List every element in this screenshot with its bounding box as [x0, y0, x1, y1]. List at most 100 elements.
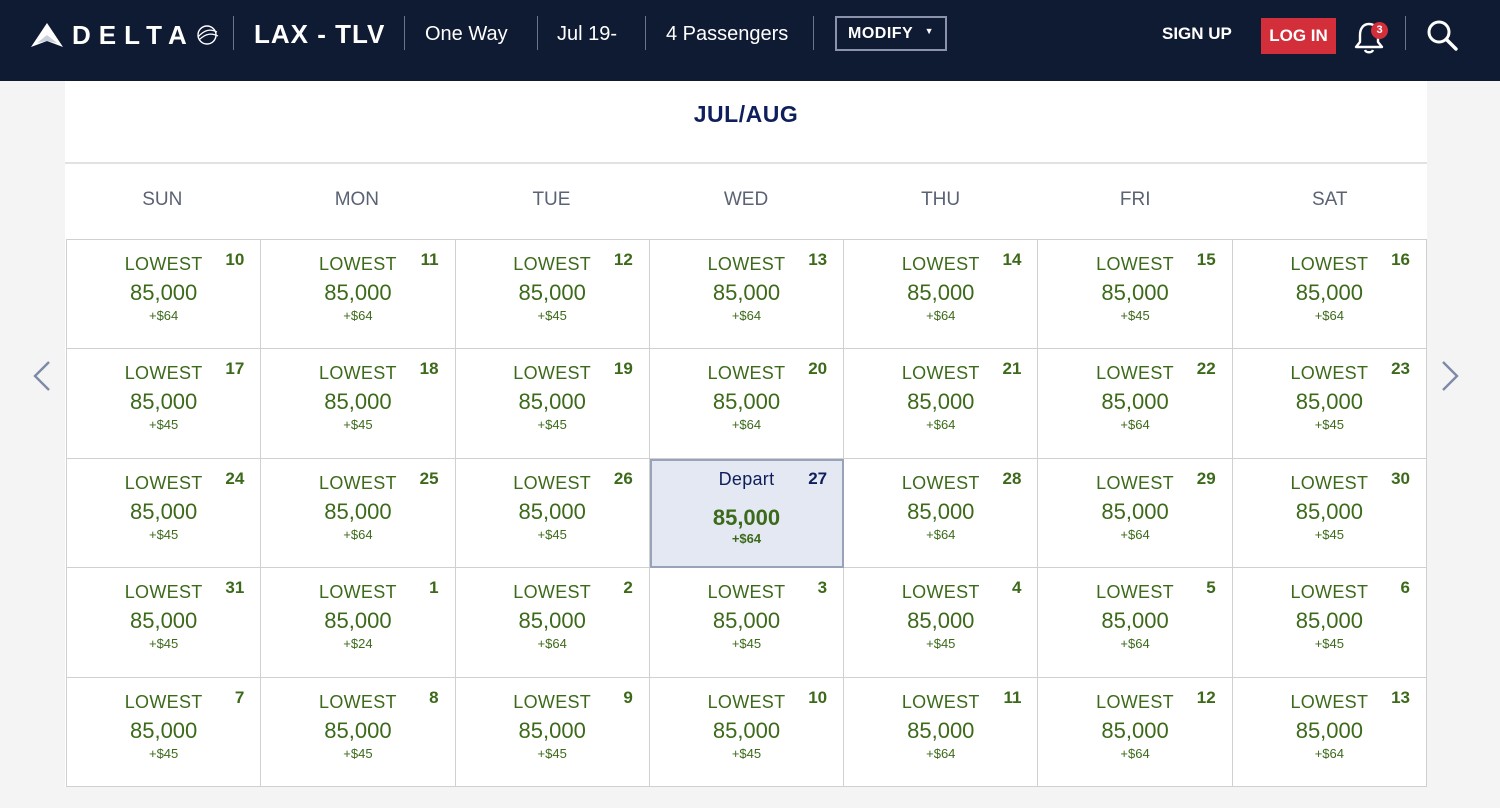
calendar-day-cell[interactable]: LOWEST 25 85,000 +$64 [261, 458, 456, 569]
calendar-day-cell[interactable]: LOWEST 22 85,000 +$64 [1038, 349, 1233, 459]
miles-price: 85,000 [907, 498, 975, 524]
calendar-day-cell[interactable]: LOWEST 13 85,000 +$64 [649, 240, 845, 350]
miles-price: 85,000 [324, 280, 392, 305]
skyteam-globe-icon [197, 25, 219, 45]
calendar-day-cell[interactable]: LOWEST 26 85,000 +$45 [455, 458, 650, 569]
taxes-fee: +$64 [1120, 636, 1150, 652]
day-number: 26 [613, 468, 633, 488]
day-number: 9 [623, 687, 633, 707]
log-in-button[interactable]: LOG IN [1261, 18, 1336, 54]
taxes-fee: +$64 [926, 745, 956, 761]
weekday-label: TUE [532, 189, 571, 210]
day-number: 2 [623, 578, 633, 598]
modify-button-label: MODIFY [848, 25, 914, 42]
calendar-day-cell[interactable]: LOWEST 28 85,000 +$64 [844, 458, 1039, 569]
calendar-day-cell[interactable]: LOWEST 14 85,000 +$64 [844, 240, 1039, 350]
day-number: 4 [1011, 578, 1022, 598]
calendar-day-cell[interactable]: LOWEST 16 85,000 +$64 [1232, 240, 1427, 350]
taxes-fee: +$64 [1314, 745, 1344, 761]
weekday-label: THU [921, 189, 961, 210]
calendar-day-cell[interactable]: LOWEST 11 85,000 +$64 [261, 240, 456, 350]
fare-label: LOWEST [1290, 582, 1369, 603]
weekday-header: SUN MON TUE WED THU FRI SAT [65, 189, 1427, 213]
miles-price: 85,000 [712, 280, 781, 305]
day-number: 14 [1002, 250, 1022, 269]
calendar-day-cell[interactable]: LOWEST 18 85,000 +$45 [261, 349, 456, 459]
search-icon[interactable] [1425, 18, 1459, 52]
calendar-day-cell[interactable]: LOWEST 31 85,000 +$45 [67, 568, 262, 678]
calendar-day-cell[interactable]: LOWEST 4 85,000 +$45 [844, 568, 1039, 678]
miles-price: 85,000 [907, 608, 975, 634]
calendar-day-cell[interactable]: LOWEST 10 85,000 +$64 [67, 240, 262, 350]
miles-price: 85,000 [1295, 717, 1363, 743]
calendar-day-cell[interactable]: LOWEST 29 85,000 +$64 [1038, 458, 1233, 569]
miles-price: 85,000 [518, 280, 586, 305]
miles-price: 85,000 [1295, 389, 1363, 415]
miles-price: 85,000 [324, 498, 392, 524]
next-month-arrow-icon[interactable] [1441, 360, 1459, 392]
calendar-day-cell[interactable]: LOWEST 6 85,000 +$45 [1232, 568, 1427, 678]
miles-price: 85,000 [907, 389, 975, 415]
day-number: 6 [1400, 578, 1410, 598]
fare-label: LOWEST [707, 254, 786, 274]
miles-price: 85,000 [1101, 389, 1169, 415]
taxes-fee: +$45 [1314, 636, 1344, 652]
weekday-label: SUN [142, 189, 183, 210]
divider [65, 162, 1427, 164]
notification-badge: 3 [1371, 22, 1388, 39]
day-number: 20 [808, 359, 828, 379]
calendar-day-cell[interactable]: LOWEST 12 85,000 +$45 [455, 240, 650, 350]
calendar-day-cell[interactable]: LOWEST 9 85,000 +$45 [455, 677, 650, 787]
fare-label: LOWEST [319, 582, 397, 603]
calendar-day-cell[interactable]: LOWEST 19 85,000 +$45 [455, 349, 650, 459]
sign-up-link[interactable]: SIGN UP [1162, 24, 1232, 43]
taxes-fee: +$45 [148, 745, 179, 761]
modify-button[interactable]: MODIFY ▼ [835, 16, 947, 51]
fare-label: LOWEST [319, 472, 397, 493]
fare-label: LOWEST [901, 582, 980, 603]
day-number: 12 [1196, 687, 1216, 707]
fare-label: LOWEST [901, 363, 980, 384]
calendar-day-cell[interactable]: LOWEST 24 85,000 +$45 [67, 458, 262, 569]
day-number: 10 [225, 250, 245, 269]
day-number: 19 [613, 359, 633, 379]
calendar-day-cell[interactable]: LOWEST 1 85,000 +$24 [261, 568, 456, 678]
calendar-day-cell[interactable]: LOWEST 5 85,000 +$64 [1038, 568, 1233, 678]
day-number: 28 [1002, 468, 1022, 488]
calendar-day-cell[interactable]: LOWEST 7 85,000 +$45 [67, 677, 262, 787]
calendar-day-cell[interactable]: LOWEST 12 85,000 +$64 [1038, 677, 1233, 787]
calendar-day-cell[interactable]: LOWEST 23 85,000 +$45 [1232, 349, 1427, 459]
previous-month-arrow-icon[interactable] [33, 360, 51, 392]
taxes-fee: +$64 [1120, 526, 1150, 542]
taxes-fee: +$64 [537, 636, 567, 652]
taxes-fee: +$45 [148, 417, 179, 433]
calendar-day-cell[interactable]: LOWEST 17 85,000 +$45 [67, 349, 262, 459]
trip-type-label: One Way [425, 23, 508, 45]
miles-price: 85,000 [129, 608, 198, 634]
calendar-day-cell[interactable]: LOWEST 30 85,000 +$45 [1232, 458, 1427, 569]
calendar-day-cell[interactable]: LOWEST 13 85,000 +$64 [1232, 677, 1427, 787]
fare-label: LOWEST [513, 582, 592, 603]
fare-label: LOWEST [1096, 254, 1174, 274]
calendar-day-cell[interactable]: LOWEST 2 85,000 +$64 [455, 568, 650, 678]
weekday-label: SAT [1311, 189, 1348, 210]
calendar-day-cell[interactable]: LOWEST 3 85,000 +$45 [649, 568, 845, 678]
weekday-label: WED [723, 189, 769, 210]
taxes-fee: +$45 [537, 745, 567, 761]
calendar-day-cell[interactable]: LOWEST 20 85,000 +$64 [649, 349, 845, 459]
calendar-day-cell[interactable]: LOWEST 15 85,000 +$45 [1038, 240, 1233, 350]
calendar-day-cell[interactable]: LOWEST 10 85,000 +$45 [649, 677, 845, 787]
taxes-fee: +$64 [926, 526, 956, 542]
miles-price: 85,000 [129, 280, 198, 305]
taxes-fee: +$64 [343, 526, 373, 542]
calendar-day-cell-selected[interactable]: Depart 27 85,000 +$64 [649, 458, 845, 569]
delta-logo[interactable]: DELTA [30, 20, 221, 50]
calendar-day-cell[interactable]: LOWEST 8 85,000 +$45 [261, 677, 456, 787]
miles-price: 85,000 [907, 280, 975, 305]
miles-price: 85,000 [1101, 717, 1169, 743]
calendar-day-cell[interactable]: LOWEST 21 85,000 +$64 [844, 349, 1039, 459]
top-nav-bar: DELTA LAX - TLV One Way Jul 19- 4 Passen… [0, 0, 1500, 81]
fare-label: LOWEST [707, 691, 786, 712]
calendar-day-cell[interactable]: LOWEST 11 85,000 +$64 [844, 677, 1039, 787]
fare-label: LOWEST [513, 472, 592, 493]
